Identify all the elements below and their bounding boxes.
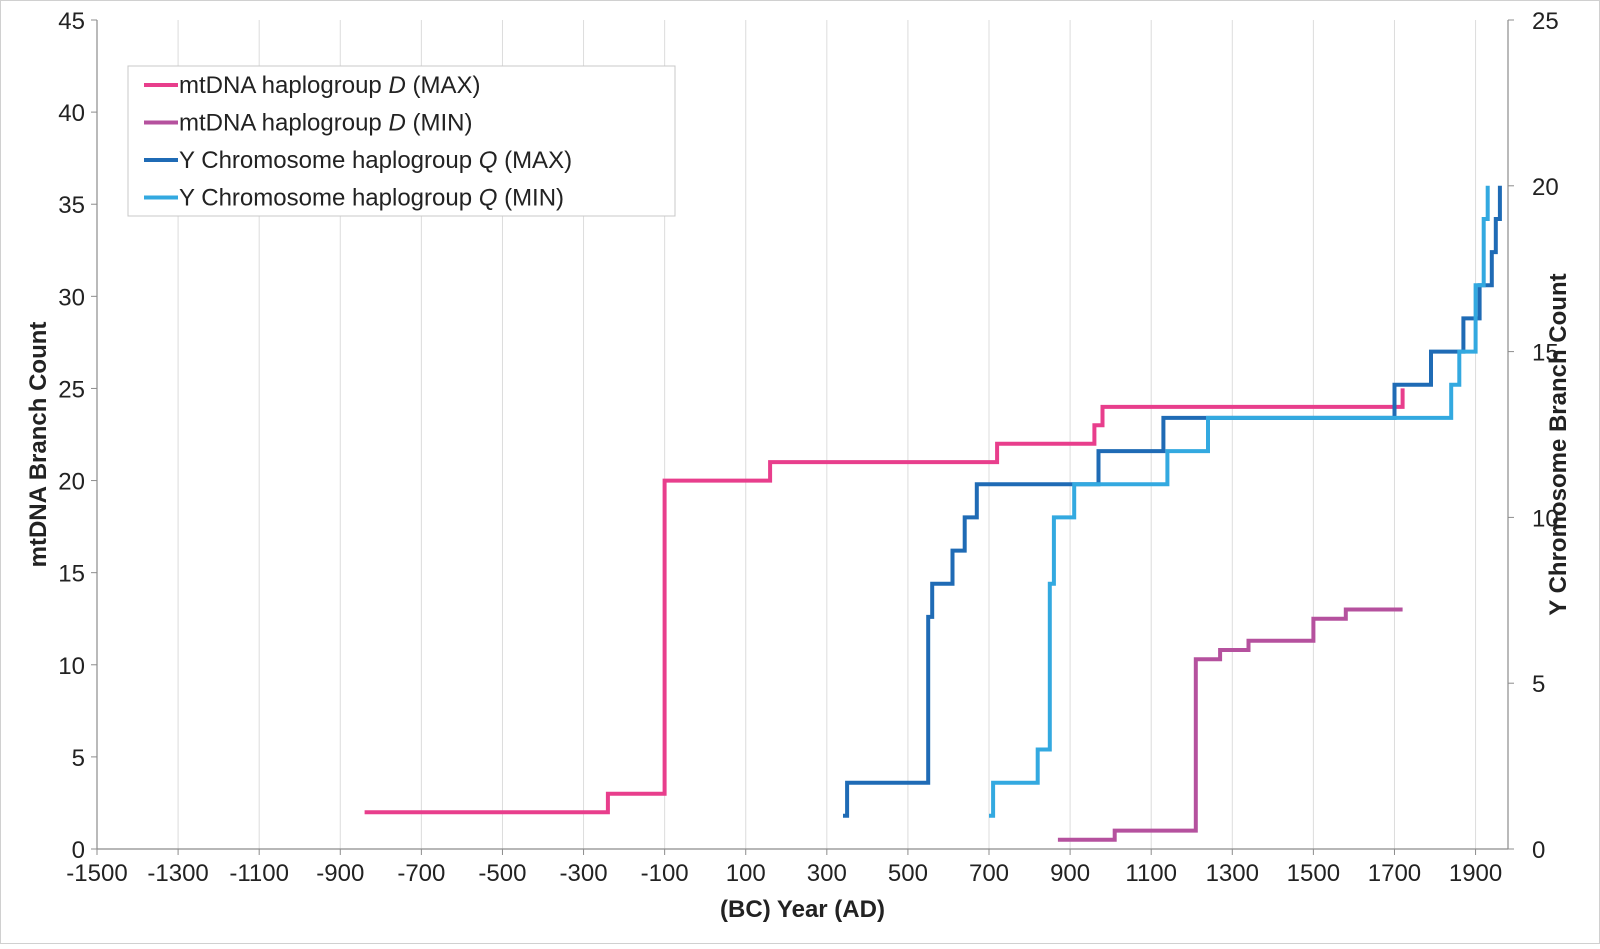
legend-text: Y Chromosome haplogroup: [179, 147, 479, 174]
x-tick-label: -1500: [66, 860, 127, 887]
y2-tick-label: 5: [1532, 671, 1545, 698]
x-tick-label: 1700: [1368, 860, 1421, 887]
legend-italic: Q: [479, 147, 498, 174]
x-tick-label: -1100: [229, 860, 289, 887]
x-tick-label: 300: [807, 860, 847, 887]
x-tick-label: -1300: [147, 860, 208, 887]
legend-italic: D: [388, 110, 405, 137]
y-tick-label: 0: [72, 837, 85, 864]
x-tick-label: 100: [726, 860, 766, 887]
series-line-2: [1057, 607, 1403, 842]
legend-box: [127, 65, 676, 217]
x-tick-label: 500: [888, 860, 928, 887]
legend-text: mtDNA haplogroup: [179, 72, 388, 99]
legend-entry-3: Y Chromosome haplogroup Q (MAX): [179, 147, 572, 174]
series-line-4: [989, 185, 1490, 818]
x-tick-label: -100: [641, 860, 689, 887]
x-tick-label: 1100: [1125, 860, 1177, 887]
x-tick-label: -500: [478, 860, 526, 887]
y2-tick-label: 15: [1532, 340, 1559, 367]
x-tick-label: 700: [969, 860, 1009, 887]
legend-text: (MIN): [406, 110, 473, 137]
y-axis-title: mtDNA Branch Count: [25, 322, 52, 568]
x-tick-label: 900: [1050, 860, 1090, 887]
legend-text: Y Chromosome haplogroup: [179, 185, 479, 212]
legend-text: mtDNA haplogroup: [179, 110, 388, 137]
x-axis-title: (BC) Year (AD): [720, 896, 885, 923]
y-tick-label: 20: [58, 469, 85, 496]
x-tick-label: 1500: [1287, 860, 1340, 887]
y2-axis-title: Y Chromosome Branch Count: [1545, 273, 1572, 615]
y-tick-label: 30: [58, 284, 85, 311]
y-tick-label: 5: [72, 745, 85, 772]
y-tick-label: 35: [58, 192, 85, 219]
legend-entry-4: Y Chromosome haplogroup Q (MIN): [179, 185, 564, 212]
series-line-3: [843, 185, 1502, 818]
y2-tick-label: 20: [1532, 174, 1559, 201]
y2-tick-label: 0: [1532, 837, 1545, 864]
x-tick-label: -700: [397, 860, 445, 887]
legend-text: (MAX): [406, 72, 481, 99]
x-tick-label: -900: [316, 860, 364, 887]
y2-tick-label: 10: [1532, 505, 1559, 532]
y2-tick-label: 25: [1532, 8, 1559, 35]
x-tick-label: 1900: [1449, 860, 1502, 887]
x-tick-label: -300: [560, 860, 608, 887]
y-tick-label: 45: [58, 8, 85, 35]
series-line-1: [364, 388, 1405, 815]
legend-entry-1: mtDNA haplogroup D (MAX): [179, 72, 480, 99]
legend-text: (MIN): [497, 185, 564, 212]
legend-italic: D: [388, 72, 405, 99]
x-tick-label: 1300: [1206, 860, 1259, 887]
y-tick-label: 25: [58, 376, 85, 403]
y-tick-label: 40: [58, 100, 85, 127]
legend-italic: Q: [479, 185, 498, 212]
legend-entry-2: mtDNA haplogroup D (MIN): [179, 110, 472, 137]
y-tick-label: 15: [58, 561, 85, 588]
y-tick-label: 10: [58, 653, 85, 680]
legend-text: (MAX): [497, 147, 572, 174]
